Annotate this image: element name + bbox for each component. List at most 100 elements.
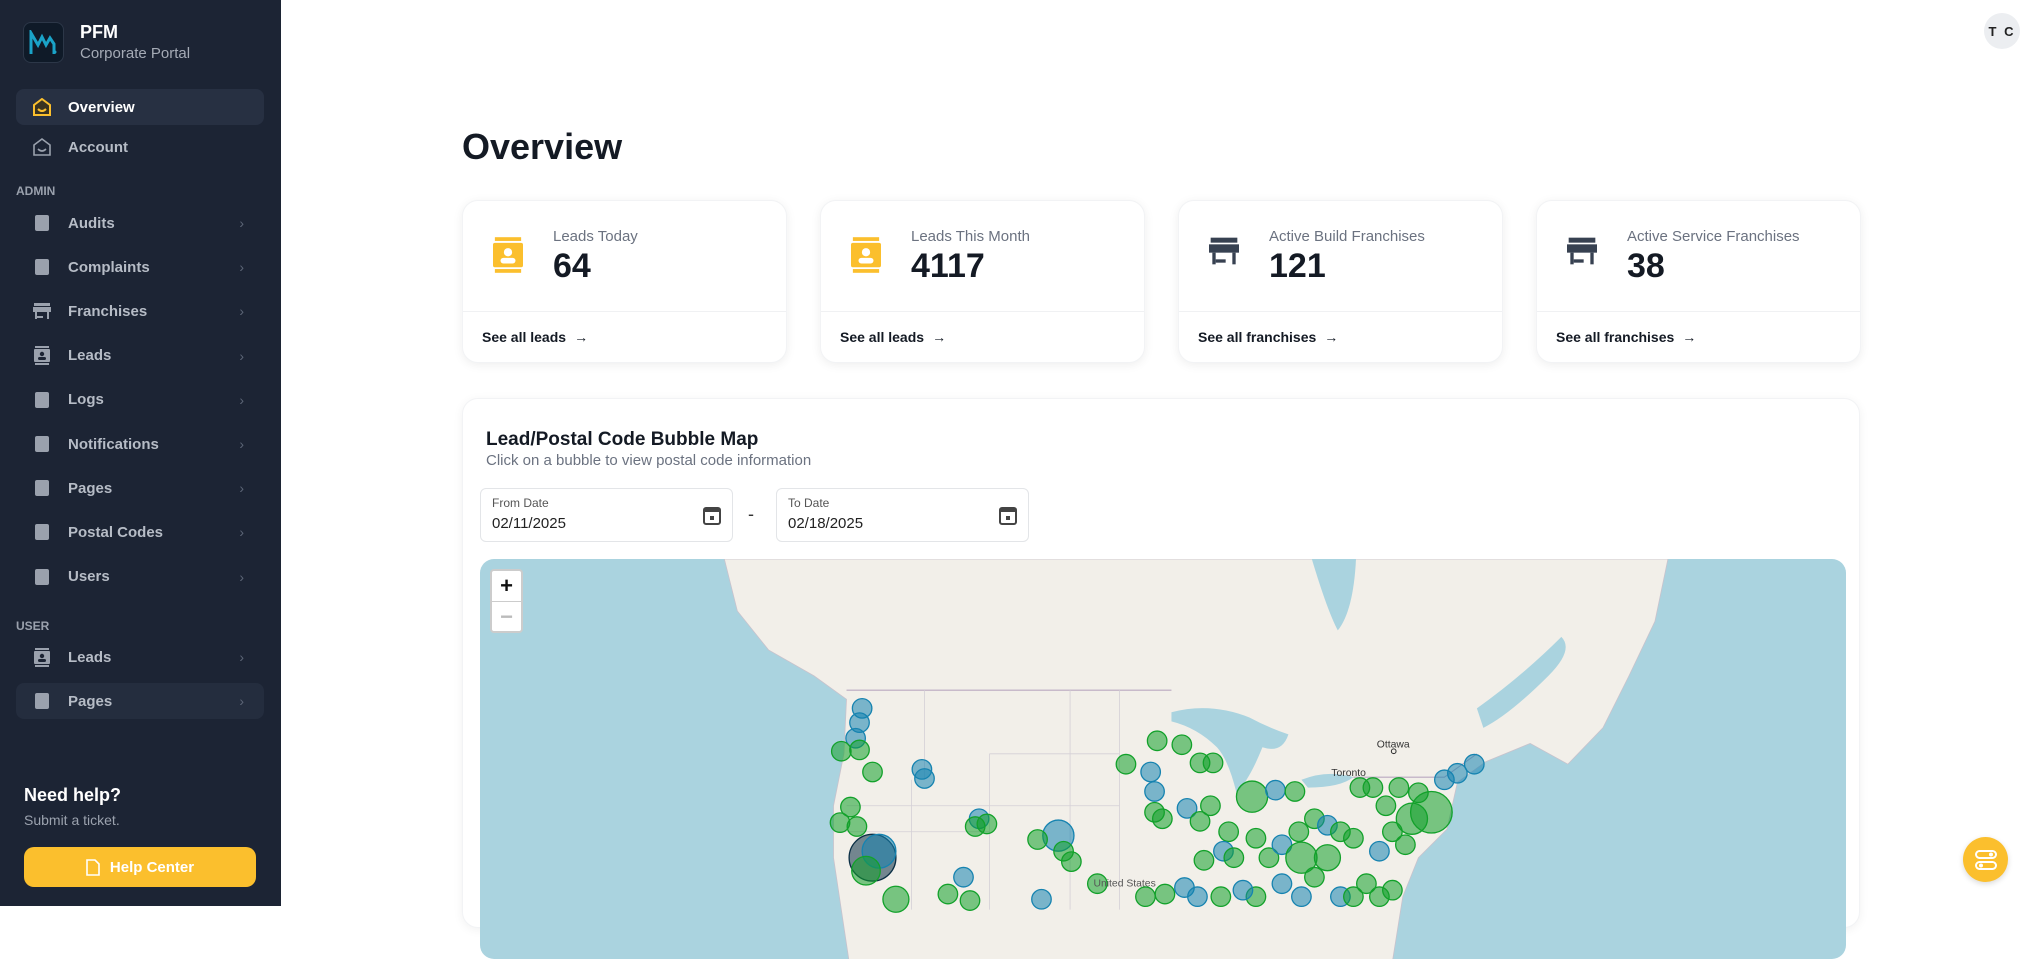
postal-code-bubble[interactable]	[1313, 844, 1342, 872]
sidebar-item-franchises[interactable]: Franchises ›	[16, 293, 264, 329]
postal-code-bubble[interactable]	[1115, 753, 1137, 775]
postal-code-bubble[interactable]	[862, 761, 883, 783]
postal-code-bubble[interactable]	[914, 768, 935, 789]
map-label-united-states: United States	[1093, 878, 1155, 889]
to-date-field[interactable]: To Date 02/18/2025	[776, 488, 1029, 542]
sidebar-item-users[interactable]: Users ›	[16, 559, 264, 595]
section-admin: ADMIN	[16, 184, 56, 198]
to-date-value: 02/18/2025	[788, 515, 864, 532]
map-canvas[interactable]: Ottawa Toronto United States	[480, 559, 1846, 959]
arrow-right-icon: →	[932, 329, 947, 345]
avatar[interactable]: T C	[1984, 13, 2020, 49]
sidebar-item-complaints[interactable]: Complaints ›	[16, 249, 264, 285]
postal-code-bubble[interactable]	[1343, 886, 1364, 908]
postal-code-bubble[interactable]	[1140, 761, 1162, 783]
postal-code-bubble[interactable]	[1388, 777, 1410, 798]
section-user: USER	[16, 619, 50, 633]
help-center-button[interactable]: Help Center	[24, 847, 256, 887]
sidebar-item-pages[interactable]: Pages ›	[16, 683, 264, 719]
postal-code-bubble[interactable]	[1265, 779, 1286, 801]
postal-code-bubble[interactable]	[829, 812, 851, 834]
postal-code-bubble[interactable]	[1031, 888, 1052, 910]
postal-code-bubble[interactable]	[1202, 752, 1224, 774]
settings-fab-button[interactable]	[1963, 837, 2008, 882]
postal-code-bubble[interactable]	[1151, 808, 1173, 830]
postal-code-bubble[interactable]	[1288, 821, 1310, 843]
postal-code-bubble[interactable]	[840, 796, 861, 818]
postal-code-bubble[interactable]	[1187, 886, 1208, 908]
postal-code-bubble[interactable]	[1193, 849, 1215, 871]
postal-code-bubble[interactable]	[851, 855, 881, 886]
map-label-ottawa: Ottawa	[1377, 739, 1410, 750]
postal-code-bubble[interactable]	[1135, 886, 1156, 908]
users-icon	[32, 567, 52, 587]
postal-code-bubble[interactable]	[1271, 873, 1293, 895]
postal-code-bubble[interactable]	[882, 885, 910, 913]
chevron-right-icon: ›	[239, 303, 244, 320]
postal-code-bubble[interactable]	[976, 813, 998, 835]
postal-code-bubble[interactable]	[1223, 847, 1245, 869]
stat-value: 64	[553, 247, 591, 285]
calendar-icon[interactable]	[998, 504, 1018, 526]
postal-code-bubble[interactable]	[1189, 810, 1211, 832]
sidebar-item-leads[interactable]: Leads ›	[16, 338, 264, 374]
postal-code-bubble[interactable]	[1200, 795, 1221, 817]
postal-code-bubble[interactable]	[1446, 762, 1468, 784]
see-all-link[interactable]: See all leads →	[840, 329, 946, 345]
sidebar-item-label: Pages	[68, 692, 113, 710]
postal-code-bubble[interactable]	[1362, 777, 1384, 798]
postal-code-bubble[interactable]	[1284, 781, 1306, 802]
postal-code-bubble[interactable]	[1060, 851, 1082, 872]
postal-code-bubble[interactable]	[1232, 879, 1254, 901]
postal-code-bubble[interactable]	[1027, 829, 1048, 850]
stat-card: Active Service Franchises 38 See all franc…	[1536, 200, 1861, 363]
sidebar-item-leads[interactable]: Leads ›	[16, 639, 264, 675]
postal-code-bubble[interactable]	[1394, 834, 1416, 856]
postal-code-bubble[interactable]	[1245, 827, 1267, 849]
postal-code-bubble[interactable]	[1291, 886, 1312, 908]
see-all-link[interactable]: See all leads →	[482, 329, 588, 345]
postal-code-bubble[interactable]	[1210, 886, 1232, 908]
zoom-in-button[interactable]: +	[500, 573, 513, 598]
postal-code-bubble[interactable]	[830, 740, 852, 762]
sidebar-item-label: Overview	[68, 98, 135, 116]
postal-code-bubble[interactable]	[1375, 795, 1397, 817]
sidebar-item-postal-codes[interactable]: Postal Codes ›	[16, 514, 264, 550]
postal-code-bubble[interactable]	[1258, 847, 1280, 869]
postal-code-bubble[interactable]	[1463, 753, 1485, 775]
see-all-link[interactable]: See all franchises →	[1198, 329, 1338, 345]
postal-code-bubble[interactable]	[1369, 840, 1390, 862]
sidebar-item-audits[interactable]: Audits ›	[16, 205, 264, 241]
postal-code-bubble[interactable]	[1235, 780, 1269, 813]
postal-code-bubble[interactable]	[1146, 730, 1168, 752]
zoom-out-button[interactable]: −	[492, 601, 521, 631]
sidebar-item-label: Users	[68, 568, 110, 586]
postal-code-bubble[interactable]	[1382, 879, 1403, 901]
postal-code-bubble[interactable]	[1218, 821, 1240, 843]
calendar-icon[interactable]	[702, 504, 722, 526]
postal-code-bubble[interactable]	[959, 890, 981, 911]
home-outline-icon	[32, 137, 52, 157]
postal-code-bubble[interactable]	[1171, 734, 1193, 756]
postal-code-bubble[interactable]	[1176, 797, 1198, 819]
see-all-link[interactable]: See all franchises →	[1556, 329, 1696, 345]
sidebar-item-logs[interactable]: Logs ›	[16, 382, 264, 418]
postal-code-bubble[interactable]	[1343, 827, 1364, 849]
sidebar-item-pages[interactable]: Pages ›	[16, 470, 264, 506]
postal-code-bubble[interactable]	[1304, 866, 1325, 888]
postal-code-bubble[interactable]	[937, 883, 959, 905]
postal-code-bubble[interactable]	[1154, 883, 1176, 905]
postal-code-bubble[interactable]	[953, 866, 974, 888]
postal-code-bubble[interactable]	[1356, 873, 1377, 895]
sidebar-item-account[interactable]: Account	[16, 129, 264, 165]
bubble-map[interactable]: Ottawa Toronto United States + −	[480, 559, 1846, 959]
postal-code-bubble[interactable]	[849, 739, 870, 761]
from-date-field[interactable]: From Date 02/11/2025	[480, 488, 733, 542]
postal-code-bubble[interactable]	[846, 816, 868, 837]
postal-code-bubble[interactable]	[1086, 873, 1108, 895]
postal-code-bubble[interactable]	[1395, 802, 1429, 835]
postal-code-bubble[interactable]	[1144, 781, 1165, 802]
sidebar-item-overview[interactable]: Overview	[16, 89, 264, 125]
chevron-right-icon: ›	[239, 259, 244, 276]
sidebar-item-notifications[interactable]: Notifications ›	[16, 426, 264, 462]
